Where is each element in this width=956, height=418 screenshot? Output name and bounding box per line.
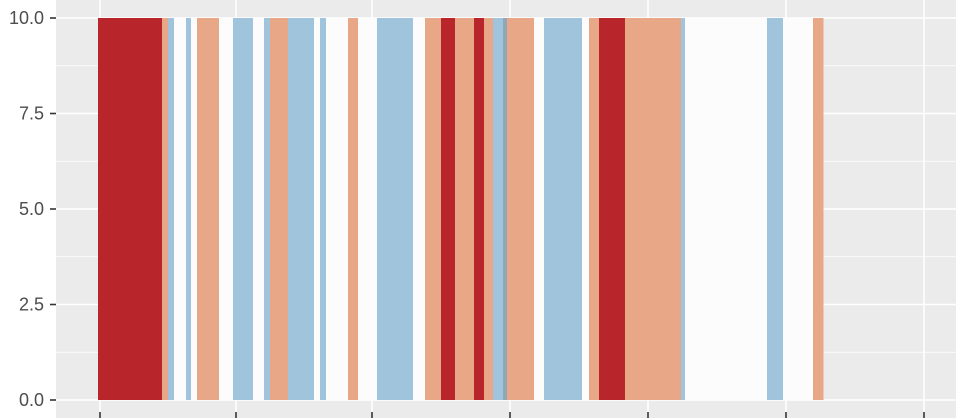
stripe-bar xyxy=(582,18,590,400)
stripe-bar xyxy=(219,18,234,400)
bars-layer xyxy=(98,18,824,400)
stripe-bar xyxy=(544,18,583,400)
y-tick-label: 10.0 xyxy=(9,8,44,28)
stripe-bar xyxy=(493,18,504,400)
stripe-bar xyxy=(326,18,349,400)
stripe-bar xyxy=(162,18,169,400)
stripe-bar xyxy=(474,18,485,400)
stripe-bar xyxy=(685,18,768,400)
stripe-bar xyxy=(767,18,784,400)
stripe-bar xyxy=(813,18,824,400)
stripe-bar xyxy=(625,18,682,400)
stripe-bar xyxy=(288,18,315,400)
y-tick-label: 0.0 xyxy=(19,390,44,410)
stripe-bar xyxy=(264,18,271,400)
stripe-bar xyxy=(534,18,545,400)
stripe-bar xyxy=(168,18,175,400)
stripe-bar xyxy=(589,18,600,400)
y-tick-label: 7.5 xyxy=(19,104,44,124)
stripe-bar xyxy=(270,18,289,400)
stripe-bar xyxy=(320,18,327,400)
stripe-bar xyxy=(441,18,456,400)
stripe-bar xyxy=(186,18,192,400)
stripe-bar xyxy=(358,18,378,400)
stripe-bar xyxy=(191,18,198,400)
stripe-bar xyxy=(783,18,814,400)
stripe-bar xyxy=(507,18,535,400)
stripe-bar xyxy=(681,18,686,400)
stripe-bar xyxy=(233,18,254,400)
y-tick-label: 2.5 xyxy=(19,295,44,315)
stripe-bar xyxy=(348,18,359,400)
stripe-bar xyxy=(98,18,163,400)
stripe-bar xyxy=(599,18,626,400)
stripe-bar xyxy=(425,18,442,400)
stripe-bar xyxy=(377,18,414,400)
stripe-bar xyxy=(314,18,321,400)
y-axis: 0.0 2.5 5.0 7.5 10.0 xyxy=(9,8,925,418)
stripe-bar xyxy=(413,18,426,400)
stripe-bar xyxy=(484,18,494,400)
stripe-bar xyxy=(455,18,475,400)
stripe-bar xyxy=(174,18,187,400)
y-tick-label: 5.0 xyxy=(19,199,44,219)
stripe-bar xyxy=(253,18,265,400)
stripe-bar xyxy=(197,18,220,400)
stripe-bar xyxy=(503,18,508,400)
